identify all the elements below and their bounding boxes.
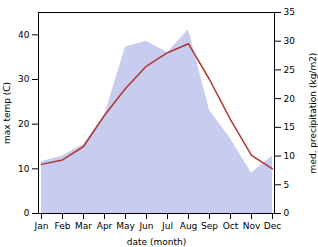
svg-text:10: 10 bbox=[284, 151, 296, 161]
svg-text:Apr: Apr bbox=[97, 221, 113, 231]
svg-text:20: 20 bbox=[18, 119, 30, 129]
svg-text:5: 5 bbox=[284, 180, 290, 190]
svg-text:30: 30 bbox=[284, 36, 296, 46]
svg-text:Jul: Jul bbox=[161, 221, 173, 231]
svg-text:max temp (C): max temp (C) bbox=[2, 82, 12, 144]
svg-text:25: 25 bbox=[284, 65, 295, 75]
svg-text:20: 20 bbox=[284, 94, 296, 104]
svg-text:35: 35 bbox=[284, 7, 295, 17]
svg-text:0: 0 bbox=[284, 208, 290, 218]
svg-text:Dec: Dec bbox=[264, 221, 281, 231]
svg-text:40: 40 bbox=[18, 30, 30, 40]
svg-text:Aug: Aug bbox=[180, 221, 198, 231]
svg-text:Jun: Jun bbox=[138, 221, 153, 231]
svg-text:10: 10 bbox=[18, 164, 30, 174]
svg-text:Mar: Mar bbox=[75, 221, 92, 231]
svg-text:0: 0 bbox=[24, 208, 30, 218]
svg-text:Sep: Sep bbox=[201, 221, 218, 231]
svg-text:med. precipitation (kg/m2): med. precipitation (kg/m2) bbox=[308, 53, 318, 174]
svg-text:Feb: Feb bbox=[55, 221, 71, 231]
svg-text:May: May bbox=[116, 221, 135, 231]
svg-text:date (month): date (month) bbox=[127, 237, 186, 247]
svg-text:Oct: Oct bbox=[223, 221, 239, 231]
svg-text:30: 30 bbox=[18, 74, 30, 84]
svg-text:Jan: Jan bbox=[34, 221, 49, 231]
svg-text:15: 15 bbox=[284, 122, 295, 132]
svg-text:Nov: Nov bbox=[243, 221, 261, 231]
